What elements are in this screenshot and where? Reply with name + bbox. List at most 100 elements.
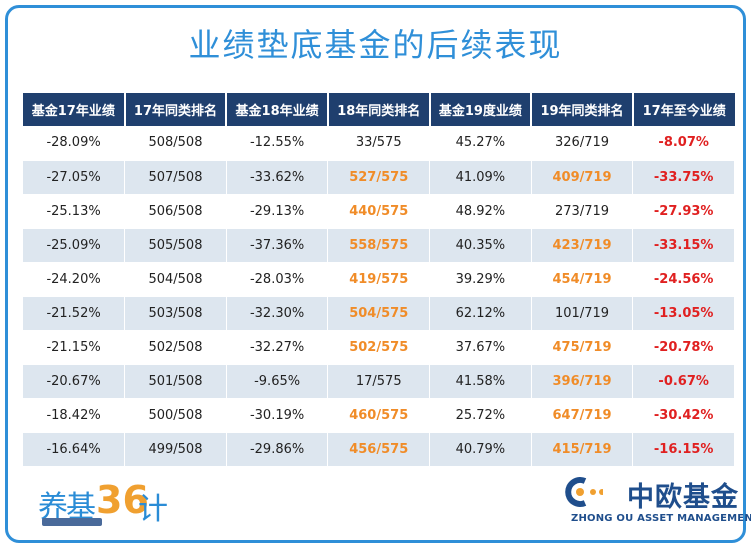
table-cell: 475/719: [531, 330, 634, 365]
logo-subbar: [42, 518, 102, 526]
table-cell: 502/508: [124, 330, 227, 365]
col-header: 基金18年业绩: [226, 93, 329, 126]
table-cell: -16.15%: [632, 432, 735, 467]
table-cell: 40.35%: [429, 228, 532, 263]
table-row: -27.05% 507/508 -33.62% 527/575 41.09% 409/71…: [23, 160, 735, 195]
table-cell: -12.55%: [226, 126, 329, 161]
table-cell: -33.62%: [226, 160, 329, 195]
table-cell: -13.05%: [632, 296, 735, 331]
brand-logo: 中欧基金 ZHONG OU ASSET MANAGEMENT: [563, 473, 751, 533]
table-cell: 502/575: [327, 330, 431, 365]
table-cell: 501/508: [124, 364, 227, 399]
table-row: -21.52% 503/508 -32.30% 504/575 62.12% 101/71…: [23, 296, 735, 331]
table-cell: 326/719: [531, 126, 634, 161]
table-cell: 45.27%: [429, 126, 532, 161]
performance-table: 基金17年业绩 17年同类排名 基金18年业绩 18年同类排名 基金19度业绩 …: [23, 93, 735, 467]
zhongou-mark-icon: [565, 477, 603, 507]
table-cell: 506/508: [124, 194, 227, 229]
table-cell: -27.05%: [23, 160, 126, 195]
table-cell: -37.36%: [226, 228, 329, 263]
table-cell: -8.07%: [632, 126, 735, 161]
table-cell: 33/575: [327, 126, 431, 161]
table-cell: -29.13%: [226, 194, 329, 229]
table-cell: -0.67%: [632, 364, 735, 399]
table-cell: -9.65%: [226, 364, 329, 399]
table-cell: 507/508: [124, 160, 227, 195]
table-cell: -32.30%: [226, 296, 329, 331]
table-cell: 503/508: [124, 296, 227, 331]
table-cell: -29.86%: [226, 432, 329, 467]
table-cell: 419/575: [327, 262, 431, 297]
table-cell: 41.58%: [429, 364, 532, 399]
logo-number: 36: [96, 478, 149, 522]
table-cell: 456/575: [327, 432, 431, 467]
table-header-row: 基金17年业绩 17年同类排名 基金18年业绩 18年同类排名 基金19度业绩 …: [23, 93, 735, 126]
logo-tail: 计: [138, 492, 168, 527]
table-row: -20.67% 501/508 -9.65% 17/575 41.58% 396/719-…: [23, 364, 735, 399]
brand-name-cn: 中欧基金: [627, 482, 739, 513]
yangji-36-logo: 养基 36 计: [38, 478, 178, 530]
table-cell: -27.93%: [632, 194, 735, 229]
table-cell: 558/575: [327, 228, 431, 263]
table-cell: 508/508: [124, 126, 227, 161]
table-cell: 39.29%: [429, 262, 532, 297]
table-cell: 37.67%: [429, 330, 532, 365]
table-cell: -30.42%: [632, 398, 735, 433]
table-cell: 62.12%: [429, 296, 532, 331]
table-cell: -20.67%: [23, 364, 126, 399]
table-row: -21.15% 502/508 -32.27% 502/575 37.67% 475/71…: [23, 330, 735, 365]
table-cell: -33.15%: [632, 228, 735, 263]
table-row: -25.09% 505/508 -37.36% 558/575 40.35% 423/71…: [23, 228, 735, 263]
table-cell: 500/508: [124, 398, 227, 433]
table-cell: -32.27%: [226, 330, 329, 365]
table-cell: -28.09%: [23, 126, 126, 161]
table-cell: 460/575: [327, 398, 431, 433]
table-cell: 499/508: [124, 432, 227, 467]
table-cell: 504/508: [124, 262, 227, 297]
table-cell: 48.92%: [429, 194, 532, 229]
table-cell: -21.52%: [23, 296, 126, 331]
table-cell: 40.79%: [429, 432, 532, 467]
table-cell: -25.09%: [23, 228, 126, 263]
table-cell: -21.15%: [23, 330, 126, 365]
col-header: 19年同类排名: [531, 93, 634, 126]
table-cell: 396/719: [531, 364, 634, 399]
table-cell: 409/719: [531, 160, 634, 195]
card-frame: 业绩垫底基金的后续表现 基金17年业绩 17年同类排名 基金18年业绩 18年同…: [5, 5, 751, 543]
table-cell: 101/719: [531, 296, 634, 331]
table-cell: 440/575: [327, 194, 431, 229]
table-cell: 505/508: [124, 228, 227, 263]
page-title: 业绩垫底基金的后续表现: [188, 26, 563, 64]
table-cell: 273/719: [531, 194, 634, 229]
table-row: -18.42% 500/508 -30.19% 460/575 25.72% 647/71…: [23, 398, 735, 433]
table-cell: -24.56%: [632, 262, 735, 297]
table-cell: 415/719: [531, 432, 634, 467]
table-cell: 423/719: [531, 228, 634, 263]
table-cell: 647/719: [531, 398, 634, 433]
table-cell: 41.09%: [429, 160, 532, 195]
table-cell: -20.78%: [632, 330, 735, 365]
table-cell: -18.42%: [23, 398, 126, 433]
table-row: -28.09% 508/508 -12.55% 33/575 45.27% 326/719…: [23, 126, 735, 161]
table-row: -24.20% 504/508 -28.03% 419/575 39.29% 454/71…: [23, 262, 735, 297]
col-header: 17年至今业绩: [632, 93, 735, 126]
table-body: -28.09% 508/508 -12.55% 33/575 45.27% 326/719…: [23, 126, 735, 467]
table-cell: -28.03%: [226, 262, 329, 297]
table-cell: 454/719: [531, 262, 634, 297]
table-cell: 527/575: [327, 160, 431, 195]
table-cell: 17/575: [327, 364, 431, 399]
col-header: 17年同类排名: [124, 93, 228, 126]
table-cell: 504/575: [327, 296, 431, 331]
col-header: 18年同类排名: [327, 93, 431, 126]
table-cell: -33.75%: [632, 160, 735, 195]
table-row: -16.64% 499/508 -29.86% 456/575 40.79% 415/71…: [23, 432, 735, 467]
table-cell: 25.72%: [429, 398, 532, 433]
col-header: 基金19度业绩: [429, 93, 533, 126]
table-cell: -24.20%: [23, 262, 126, 297]
table-cell: -25.13%: [23, 194, 126, 229]
table-row: -25.13% 506/508 -29.13% 440/575 48.92% 273/71…: [23, 194, 735, 229]
brand-name-en: ZHONG OU ASSET MANAGEMENT: [571, 513, 751, 524]
table-cell: -30.19%: [226, 398, 329, 433]
col-header: 基金17年业绩: [23, 93, 126, 126]
table-cell: -16.64%: [23, 432, 126, 467]
